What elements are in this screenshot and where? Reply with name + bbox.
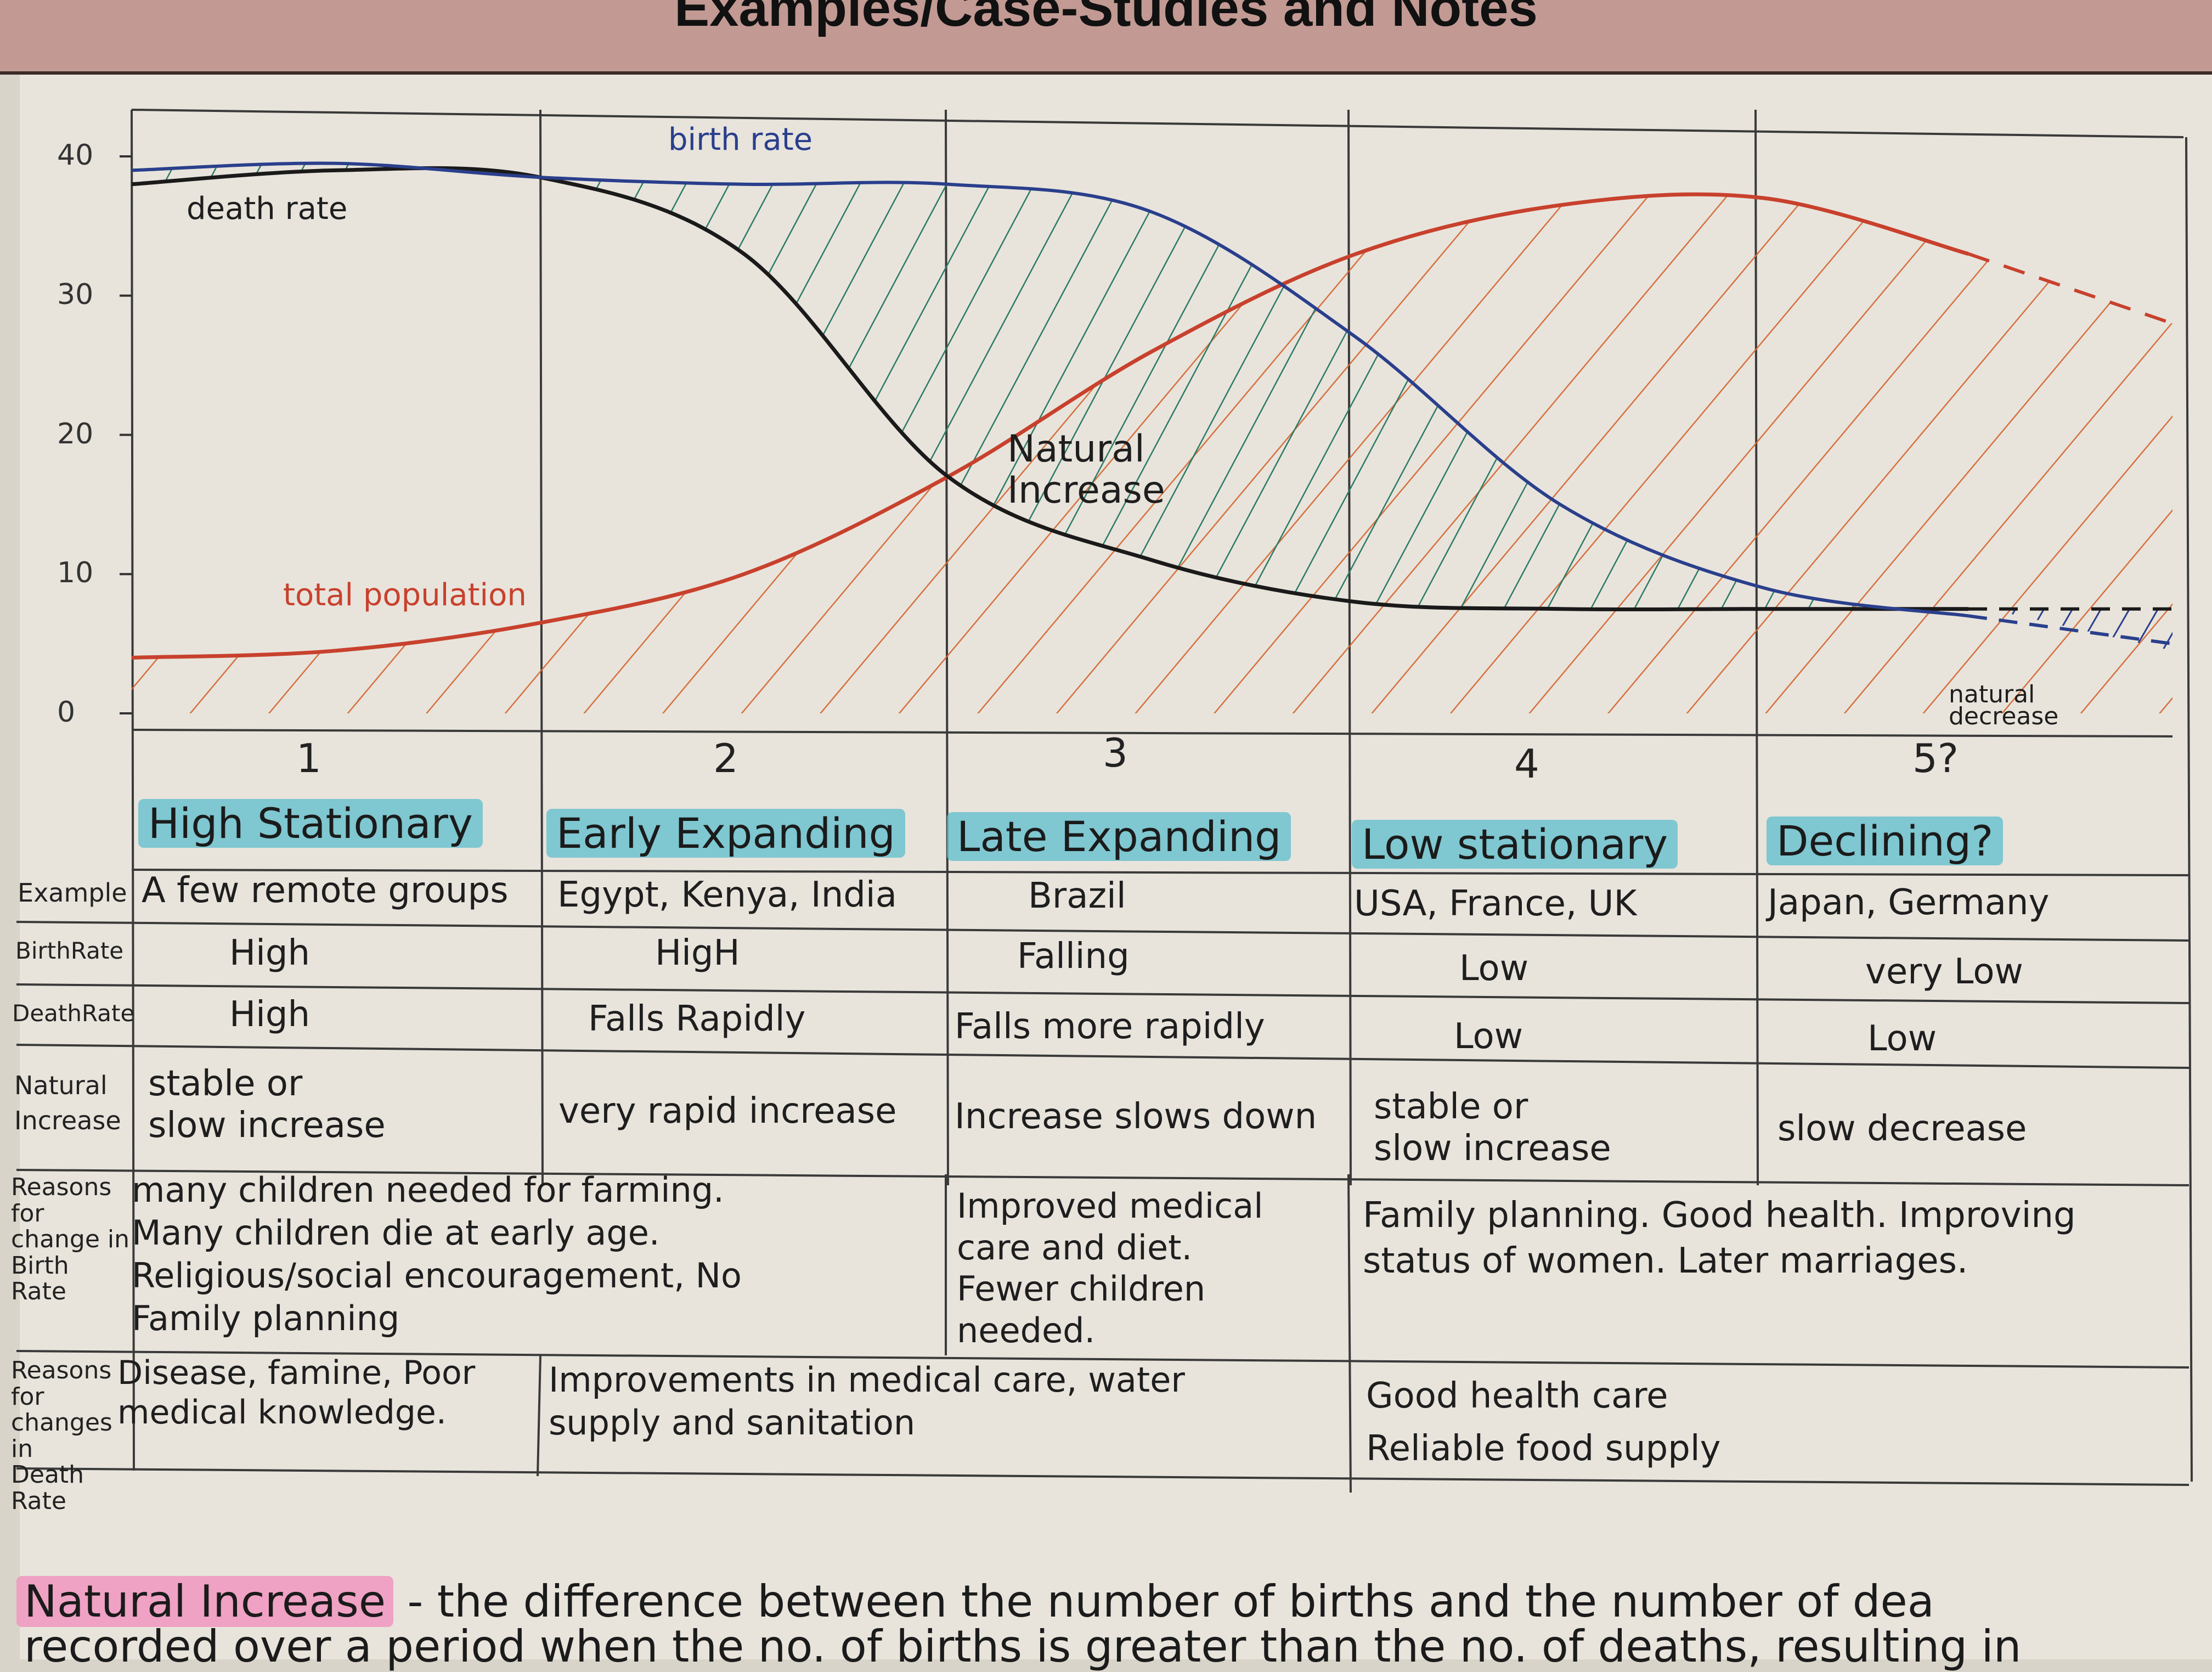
natural-increase-stage-4: stable or slow increase xyxy=(1374,1086,1611,1169)
death-rate-stage-5: Low xyxy=(1867,1018,1937,1059)
reasons-death-stage-2-3: Improvements in medical care, water supp… xyxy=(549,1360,1185,1443)
footnote-line-1: Natural Increase - the difference betwee… xyxy=(16,1576,1934,1627)
death-rate-stage-3: Falls more rapidly xyxy=(955,1006,1265,1047)
page-title: Examples/Case-Studies and Notes xyxy=(674,0,1538,37)
right-border xyxy=(2185,137,2193,1482)
row-label-reasons-birth: Reasons for change in Birth Rate xyxy=(11,1173,130,1306)
stage-number-2: 2 xyxy=(713,735,738,781)
row-divider xyxy=(16,1350,2190,1369)
y-tick-label: 10 xyxy=(57,556,94,590)
death-rate-stage-2: Falls Rapidly xyxy=(588,999,806,1039)
stage-name-4: Low stationary xyxy=(1352,820,1678,869)
column-divider xyxy=(1347,1174,1352,1493)
birth-rate-stage-5: very Low xyxy=(1865,952,2023,992)
row-label-natural-increase: Natural Increase xyxy=(14,1071,121,1136)
footnote-term: Natural Increase xyxy=(16,1576,394,1627)
example-stage-2: Egypt, Kenya, India xyxy=(557,875,897,915)
stage-number-4: 4 xyxy=(1514,741,1539,787)
row-divider xyxy=(16,983,2190,1004)
stage-number-5: 5? xyxy=(1912,735,1959,781)
stage-name-3: Late Expanding xyxy=(947,812,1291,861)
birth-rate-stage-2: HigH xyxy=(655,933,740,973)
footnote-definition: - the difference between the number of b… xyxy=(393,1576,1934,1627)
row-label-death-rate: DeathRate xyxy=(12,1000,135,1027)
birth-rate-projection-line xyxy=(1968,614,2173,646)
example-stage-1: A few remote groups xyxy=(142,870,509,911)
chart-top-border xyxy=(131,109,2184,138)
death-rate-label: death rate xyxy=(187,191,348,227)
row-label-example: Example xyxy=(18,878,127,908)
reasons-birth-stage-3: Improved medical care and diet. Fewer ch… xyxy=(957,1186,1263,1350)
natural-increase-label: Natural Increase xyxy=(1007,427,1165,512)
birth-rate-stage-3: Falling xyxy=(1017,936,1130,977)
row-divider xyxy=(16,921,2190,942)
row-divider xyxy=(16,1467,2190,1486)
footnote-line-2: recorded over a period when the no. of b… xyxy=(24,1621,2022,1672)
natural-increase-stage-2: very rapid increase xyxy=(558,1091,897,1131)
row-divider xyxy=(16,1169,2190,1186)
y-tick-label: 30 xyxy=(57,278,94,311)
example-stage-4: USA, France, UK xyxy=(1354,883,1637,924)
row-divider xyxy=(131,729,2173,738)
reasons-death-stage-4-5: Good health care Reliable food supply xyxy=(1366,1376,1721,1469)
death-rate-line xyxy=(131,166,1968,612)
row-label-birth-rate: BirthRate xyxy=(15,937,124,964)
total-population-line xyxy=(131,192,1969,660)
reasons-birth-stage-4-5: Family planning. Good health. Improving … xyxy=(1363,1195,2076,1282)
natural-increase-stage-1: stable or slow increase xyxy=(148,1063,386,1146)
row-label-reasons-death: Reasons for changes in Death Rate xyxy=(11,1356,112,1515)
stage-name-1: High Stationary xyxy=(138,799,483,848)
stage-name-2: Early Expanding xyxy=(546,809,905,858)
birth-rate-stage-1: High xyxy=(229,933,311,973)
natural-decrease-label: natural decrease xyxy=(1949,680,2059,730)
y-tick-label: 0 xyxy=(57,696,76,729)
example-stage-3: Brazil xyxy=(1028,876,1126,916)
stage-number-3: 3 xyxy=(1103,730,1128,776)
column-divider xyxy=(131,109,135,1471)
natural-decrease-area xyxy=(1989,609,2172,651)
birth-rate-label: birth rate xyxy=(668,122,813,157)
natural-increase-stage-3: Increase slows down xyxy=(955,1096,1317,1137)
row-divider xyxy=(16,1044,2190,1069)
column-divider xyxy=(537,1355,541,1477)
chart-fills xyxy=(132,163,2172,713)
example-stage-5: Japan, Germany xyxy=(1768,882,2050,923)
natural-increase-stage-5: slow decrease xyxy=(1778,1108,2027,1149)
stage-number-1: 1 xyxy=(296,735,321,781)
row-divider xyxy=(131,869,2190,876)
chart-lines xyxy=(131,161,2173,660)
header-bar: Examples/Case-Studies and Notes xyxy=(0,0,2212,75)
total-population-label: total population xyxy=(283,577,527,613)
birth-rate-stage-4: Low xyxy=(1459,948,1529,989)
birth-rate-line xyxy=(131,161,1969,618)
y-tick-label: 40 xyxy=(57,139,94,172)
y-tick-label: 20 xyxy=(57,417,94,451)
reasons-birth-stage-1-2: many children needed for farming. Many c… xyxy=(132,1170,742,1339)
natural-increase-area xyxy=(132,163,1968,616)
stage-name-5: Declining? xyxy=(1767,817,2004,865)
death-rate-stage-1: High xyxy=(229,994,311,1035)
reasons-death-stage-1: Disease, famine, Poor medical knowledge. xyxy=(117,1354,476,1432)
death-rate-stage-4: Low xyxy=(1454,1016,1523,1057)
